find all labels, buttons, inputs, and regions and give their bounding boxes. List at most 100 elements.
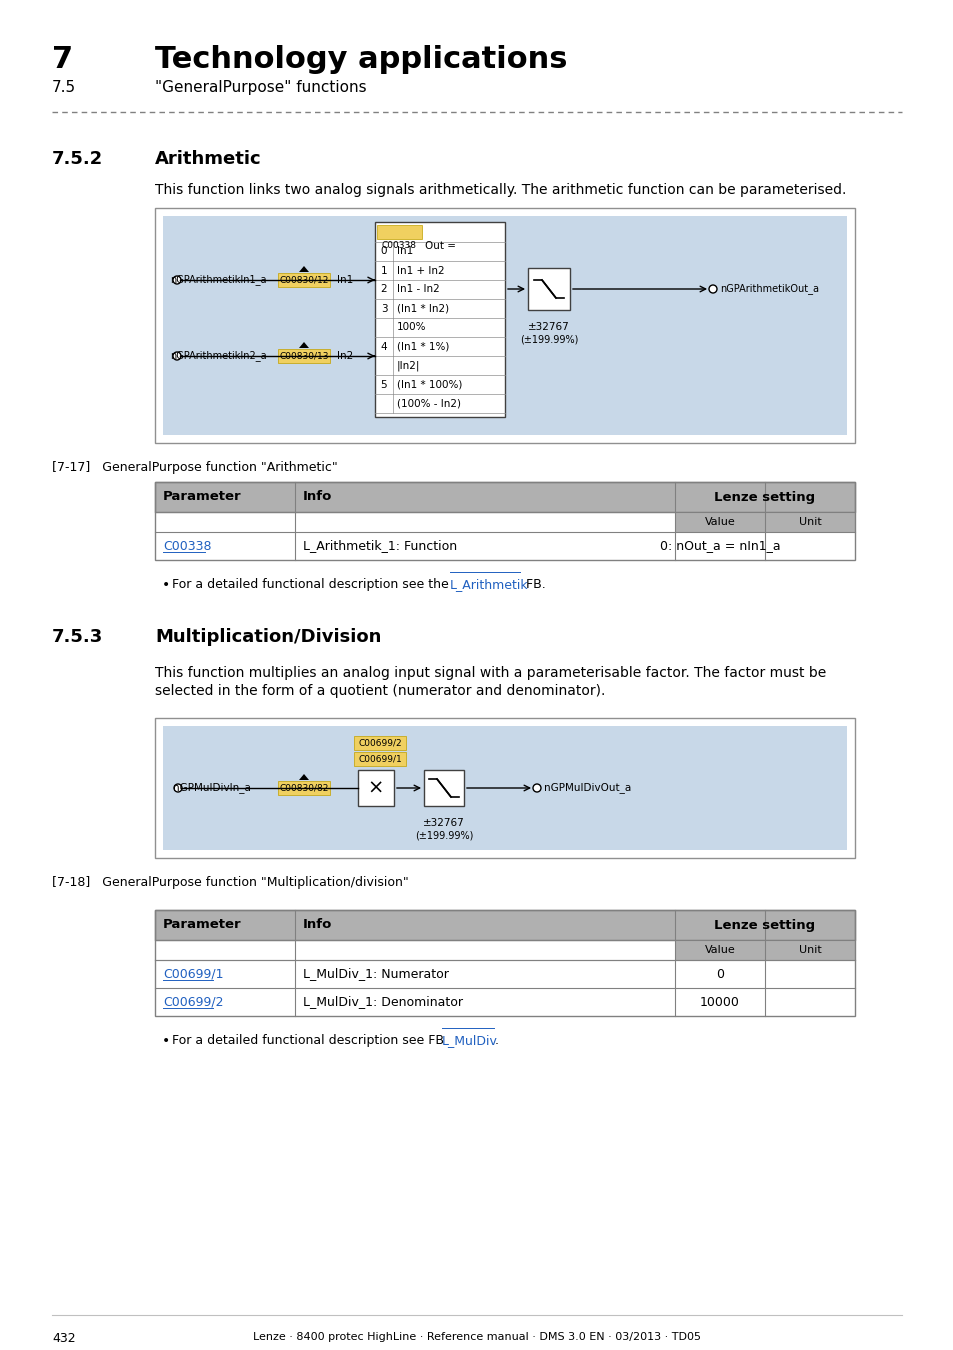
Text: 7.5: 7.5 bbox=[52, 80, 76, 94]
Text: Value: Value bbox=[704, 945, 735, 954]
Text: [7-18]   GeneralPurpose function "Multiplication/division": [7-18] GeneralPurpose function "Multipli… bbox=[52, 876, 408, 890]
Text: L_Arithmetik_1: Function: L_Arithmetik_1: Function bbox=[303, 540, 456, 552]
Text: In1: In1 bbox=[396, 247, 413, 256]
Text: nGPArithmetikOut_a: nGPArithmetikOut_a bbox=[720, 284, 818, 294]
Text: Lenze · 8400 protec HighLine · Reference manual · DMS 3.0 EN · 03/2013 · TD05: Lenze · 8400 protec HighLine · Reference… bbox=[253, 1332, 700, 1342]
Text: 1: 1 bbox=[380, 266, 387, 275]
Circle shape bbox=[172, 275, 181, 284]
Text: This function multiplies an analog input signal with a parameterisable factor. T: This function multiplies an analog input… bbox=[154, 666, 825, 680]
Text: nGPMulDivOut_a: nGPMulDivOut_a bbox=[543, 783, 631, 794]
Text: 4: 4 bbox=[380, 342, 387, 351]
Text: L_MulDiv_1: Numerator: L_MulDiv_1: Numerator bbox=[303, 968, 449, 980]
Text: nGPArithmetikIn2_a: nGPArithmetikIn2_a bbox=[170, 351, 266, 362]
Text: 432: 432 bbox=[52, 1332, 75, 1345]
Text: (In1 * In2): (In1 * In2) bbox=[396, 304, 449, 313]
Text: "GeneralPurpose" functions: "GeneralPurpose" functions bbox=[154, 80, 366, 94]
Text: C00699/1: C00699/1 bbox=[163, 968, 223, 980]
Text: In2: In2 bbox=[336, 351, 353, 360]
Text: C00338: C00338 bbox=[163, 540, 212, 552]
Text: For a detailed functional description see FB: For a detailed functional description se… bbox=[172, 1034, 448, 1048]
Text: 10000: 10000 bbox=[700, 995, 740, 1008]
Text: Lenze setting: Lenze setting bbox=[714, 490, 815, 504]
Text: 3: 3 bbox=[380, 304, 387, 313]
Text: Technology applications: Technology applications bbox=[154, 45, 567, 74]
Text: (±199.99%): (±199.99%) bbox=[519, 335, 578, 346]
Text: 7.5.3: 7.5.3 bbox=[52, 628, 103, 647]
Text: FB.: FB. bbox=[521, 578, 545, 591]
Text: Unit: Unit bbox=[798, 945, 821, 954]
Text: L_MulDiv: L_MulDiv bbox=[441, 1034, 497, 1048]
FancyBboxPatch shape bbox=[154, 988, 854, 1017]
FancyBboxPatch shape bbox=[154, 482, 854, 512]
FancyBboxPatch shape bbox=[354, 736, 406, 751]
Text: 2: 2 bbox=[380, 285, 387, 294]
Text: Info: Info bbox=[303, 490, 332, 504]
FancyBboxPatch shape bbox=[154, 532, 854, 560]
Text: 7.5.2: 7.5.2 bbox=[52, 150, 103, 167]
Text: selected in the form of a quotient (numerator and denominator).: selected in the form of a quotient (nume… bbox=[154, 684, 605, 698]
Text: C00699/1: C00699/1 bbox=[357, 755, 401, 764]
FancyBboxPatch shape bbox=[277, 273, 330, 288]
Text: C00830/13: C00830/13 bbox=[279, 351, 329, 360]
Circle shape bbox=[172, 352, 181, 360]
Text: Multiplication/Division: Multiplication/Division bbox=[154, 628, 381, 647]
Text: (100% - In2): (100% - In2) bbox=[396, 398, 460, 409]
Text: ±32767: ±32767 bbox=[528, 323, 569, 332]
Text: In1: In1 bbox=[336, 275, 353, 285]
Text: 0: 0 bbox=[716, 968, 723, 980]
Text: Out =: Out = bbox=[424, 242, 456, 251]
Text: This function links two analog signals arithmetically. The arithmetic function c: This function links two analog signals a… bbox=[154, 184, 845, 197]
Text: (In1 * 100%): (In1 * 100%) bbox=[396, 379, 462, 390]
Text: In1 - In2: In1 - In2 bbox=[396, 285, 439, 294]
Text: 5: 5 bbox=[380, 379, 387, 390]
Text: |In2|: |In2| bbox=[396, 360, 420, 371]
FancyBboxPatch shape bbox=[277, 782, 330, 795]
Text: Lenze setting: Lenze setting bbox=[714, 918, 815, 932]
Text: (±199.99%): (±199.99%) bbox=[415, 832, 473, 841]
Text: Unit: Unit bbox=[798, 517, 821, 526]
Circle shape bbox=[708, 285, 717, 293]
Text: C00338: C00338 bbox=[381, 242, 416, 251]
Text: C00699/2: C00699/2 bbox=[357, 738, 401, 748]
Text: Value: Value bbox=[704, 517, 735, 526]
Polygon shape bbox=[298, 342, 309, 348]
Text: Parameter: Parameter bbox=[163, 918, 241, 932]
Text: In1 + In2: In1 + In2 bbox=[396, 266, 444, 275]
Text: nGPMulDivIn_a: nGPMulDivIn_a bbox=[172, 783, 251, 794]
Text: ±32767: ±32767 bbox=[423, 818, 464, 828]
Text: •: • bbox=[162, 1034, 170, 1048]
FancyBboxPatch shape bbox=[163, 726, 846, 850]
Text: ×: × bbox=[368, 779, 384, 798]
FancyBboxPatch shape bbox=[675, 940, 854, 960]
FancyBboxPatch shape bbox=[154, 208, 854, 443]
Text: L_Arithmetik: L_Arithmetik bbox=[450, 578, 528, 591]
FancyBboxPatch shape bbox=[163, 216, 846, 435]
FancyBboxPatch shape bbox=[154, 910, 854, 940]
Polygon shape bbox=[298, 266, 309, 271]
Text: Arithmetic: Arithmetic bbox=[154, 150, 261, 167]
Polygon shape bbox=[298, 774, 309, 780]
Text: C00830/82: C00830/82 bbox=[279, 783, 329, 792]
FancyBboxPatch shape bbox=[376, 225, 421, 239]
Text: nGPArithmetikIn1_a: nGPArithmetikIn1_a bbox=[170, 274, 266, 285]
Text: 100%: 100% bbox=[396, 323, 426, 332]
FancyBboxPatch shape bbox=[154, 960, 854, 988]
Text: For a detailed functional description see the: For a detailed functional description se… bbox=[172, 578, 453, 591]
Text: 0: 0 bbox=[380, 247, 387, 256]
Text: Info: Info bbox=[303, 918, 332, 932]
Text: L_MulDiv_1: Denominator: L_MulDiv_1: Denominator bbox=[303, 995, 462, 1008]
Circle shape bbox=[533, 784, 540, 792]
FancyBboxPatch shape bbox=[375, 221, 504, 417]
Text: [7-17]   GeneralPurpose function "Arithmetic": [7-17] GeneralPurpose function "Arithmet… bbox=[52, 460, 337, 474]
Text: .: . bbox=[495, 1034, 498, 1048]
FancyBboxPatch shape bbox=[675, 512, 854, 532]
FancyBboxPatch shape bbox=[527, 269, 569, 311]
Text: 0: nOut_a = nIn1_a: 0: nOut_a = nIn1_a bbox=[659, 540, 780, 552]
FancyBboxPatch shape bbox=[154, 718, 854, 859]
Circle shape bbox=[173, 784, 182, 792]
FancyBboxPatch shape bbox=[423, 769, 463, 806]
Text: 7: 7 bbox=[52, 45, 73, 74]
Text: C00830/12: C00830/12 bbox=[279, 275, 329, 285]
Text: C00699/2: C00699/2 bbox=[163, 995, 223, 1008]
FancyBboxPatch shape bbox=[357, 769, 394, 806]
